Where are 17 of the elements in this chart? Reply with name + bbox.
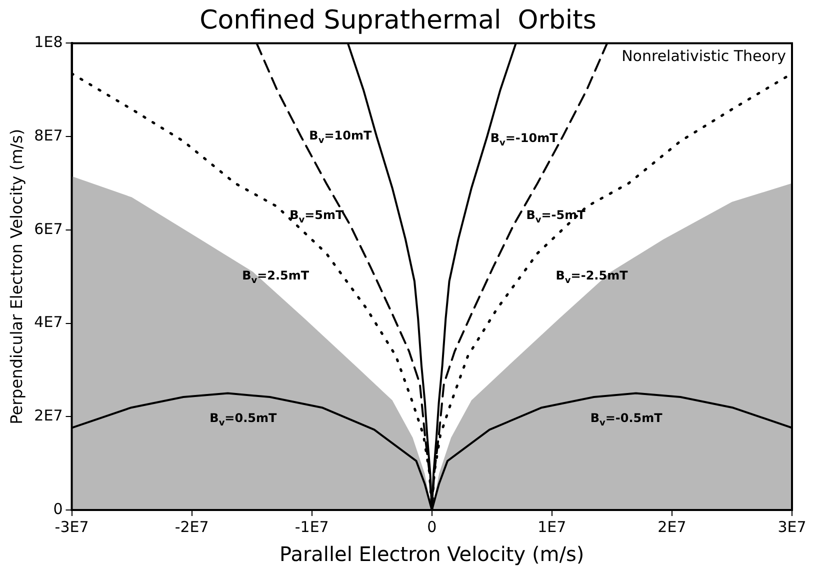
y-axis-title: Perpendicular Electron Velocity (m/s) [6, 128, 26, 424]
annotation: Nonrelativistic Theory [622, 47, 786, 66]
x-tick-label: 2E7 [658, 518, 686, 536]
x-tick-label: 3E7 [778, 518, 806, 536]
y-tick-label: 4E7 [34, 313, 63, 332]
x-axis-title: Parallel Electron Velocity (m/s) [280, 542, 584, 566]
chart-title: Confined Suprathermal Orbits [200, 5, 596, 36]
y-tick-label: 1E8 [34, 33, 63, 52]
y-tick-label: 6E7 [34, 220, 63, 238]
x-tick-label: -2E7 [174, 518, 209, 536]
x-tick-label: 1E7 [538, 518, 566, 536]
x-tick-label: -3E7 [54, 518, 89, 536]
x-tick-label: -1E7 [294, 518, 329, 536]
y-tick-label: 8E7 [34, 126, 63, 144]
y-tick-label: 2E7 [34, 406, 63, 425]
y-tick-label: 0 [53, 500, 63, 518]
x-tick-label: 0 [427, 518, 437, 536]
